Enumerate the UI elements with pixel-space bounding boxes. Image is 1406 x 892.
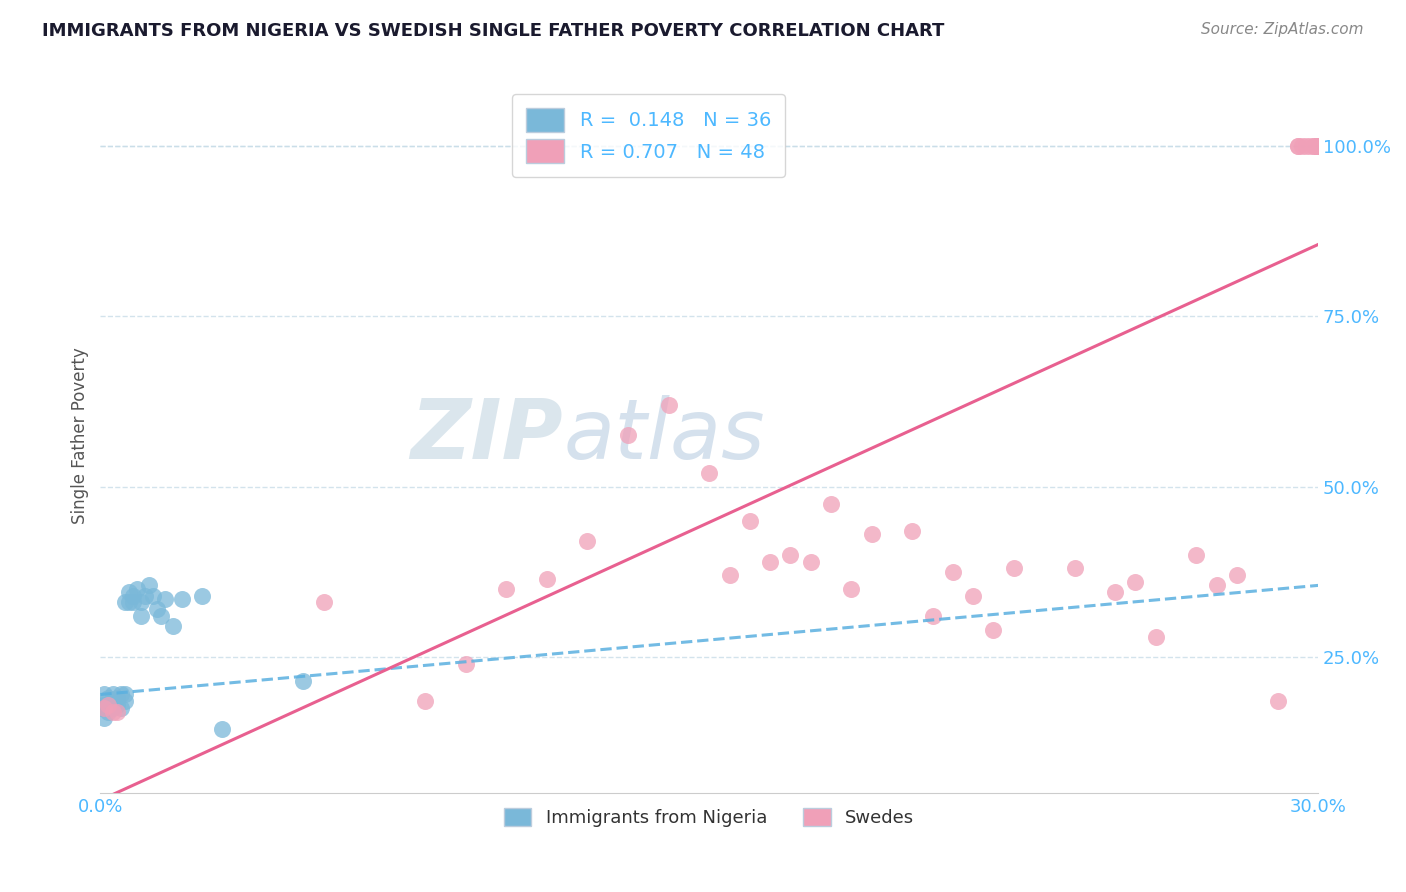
- Point: [146, 602, 169, 616]
- Point: [617, 428, 640, 442]
- Point: [93, 711, 115, 725]
- Point: [101, 705, 124, 719]
- Point: [779, 548, 801, 562]
- Point: [718, 568, 741, 582]
- Point: [110, 688, 132, 702]
- Point: [170, 592, 193, 607]
- Point: [983, 623, 1005, 637]
- Point: [1286, 138, 1309, 153]
- Point: [292, 673, 315, 688]
- Point: [101, 694, 124, 708]
- Point: [1308, 138, 1330, 153]
- Point: [114, 688, 136, 702]
- Point: [191, 589, 214, 603]
- Point: [121, 595, 143, 609]
- Point: [312, 595, 335, 609]
- Point: [118, 595, 141, 609]
- Point: [105, 698, 128, 712]
- Point: [91, 701, 114, 715]
- Point: [820, 497, 842, 511]
- Point: [1286, 138, 1309, 153]
- Point: [105, 705, 128, 719]
- Point: [759, 555, 782, 569]
- Point: [454, 657, 477, 671]
- Point: [1303, 138, 1326, 153]
- Point: [93, 688, 115, 702]
- Point: [93, 701, 115, 715]
- Point: [1104, 585, 1126, 599]
- Point: [97, 698, 120, 712]
- Point: [97, 690, 120, 705]
- Point: [129, 595, 152, 609]
- Point: [1267, 694, 1289, 708]
- Point: [1308, 138, 1330, 153]
- Point: [97, 705, 120, 719]
- Point: [138, 578, 160, 592]
- Point: [495, 582, 517, 596]
- Point: [155, 592, 177, 607]
- Point: [697, 466, 720, 480]
- Text: atlas: atlas: [564, 395, 765, 476]
- Point: [901, 524, 924, 538]
- Point: [114, 694, 136, 708]
- Point: [118, 585, 141, 599]
- Point: [1303, 138, 1326, 153]
- Point: [1144, 630, 1167, 644]
- Point: [962, 589, 984, 603]
- Point: [536, 572, 558, 586]
- Point: [738, 514, 761, 528]
- Point: [1002, 561, 1025, 575]
- Point: [1063, 561, 1085, 575]
- Point: [1185, 548, 1208, 562]
- Legend: Immigrants from Nigeria, Swedes: Immigrants from Nigeria, Swedes: [498, 801, 921, 834]
- Point: [97, 698, 120, 712]
- Point: [121, 589, 143, 603]
- Point: [134, 589, 156, 603]
- Point: [1226, 568, 1249, 582]
- Point: [413, 694, 436, 708]
- Point: [1308, 138, 1330, 153]
- Text: ZIP: ZIP: [411, 395, 564, 476]
- Point: [1299, 138, 1322, 153]
- Point: [921, 609, 943, 624]
- Point: [1125, 574, 1147, 589]
- Point: [129, 609, 152, 624]
- Point: [800, 555, 823, 569]
- Point: [114, 595, 136, 609]
- Point: [93, 701, 115, 715]
- Point: [105, 690, 128, 705]
- Point: [125, 582, 148, 596]
- Point: [101, 688, 124, 702]
- Point: [1308, 138, 1330, 153]
- Point: [162, 619, 184, 633]
- Point: [1295, 138, 1317, 153]
- Point: [211, 722, 233, 736]
- Point: [658, 398, 681, 412]
- Point: [142, 589, 165, 603]
- Text: Source: ZipAtlas.com: Source: ZipAtlas.com: [1201, 22, 1364, 37]
- Point: [110, 701, 132, 715]
- Point: [839, 582, 862, 596]
- Point: [150, 609, 173, 624]
- Point: [1308, 138, 1330, 153]
- Text: IMMIGRANTS FROM NIGERIA VS SWEDISH SINGLE FATHER POVERTY CORRELATION CHART: IMMIGRANTS FROM NIGERIA VS SWEDISH SINGL…: [42, 22, 945, 40]
- Point: [576, 534, 599, 549]
- Point: [1308, 138, 1330, 153]
- Point: [93, 698, 115, 712]
- Y-axis label: Single Father Poverty: Single Father Poverty: [72, 347, 89, 524]
- Point: [942, 565, 965, 579]
- Point: [101, 701, 124, 715]
- Point: [860, 527, 883, 541]
- Point: [1205, 578, 1227, 592]
- Point: [1291, 138, 1313, 153]
